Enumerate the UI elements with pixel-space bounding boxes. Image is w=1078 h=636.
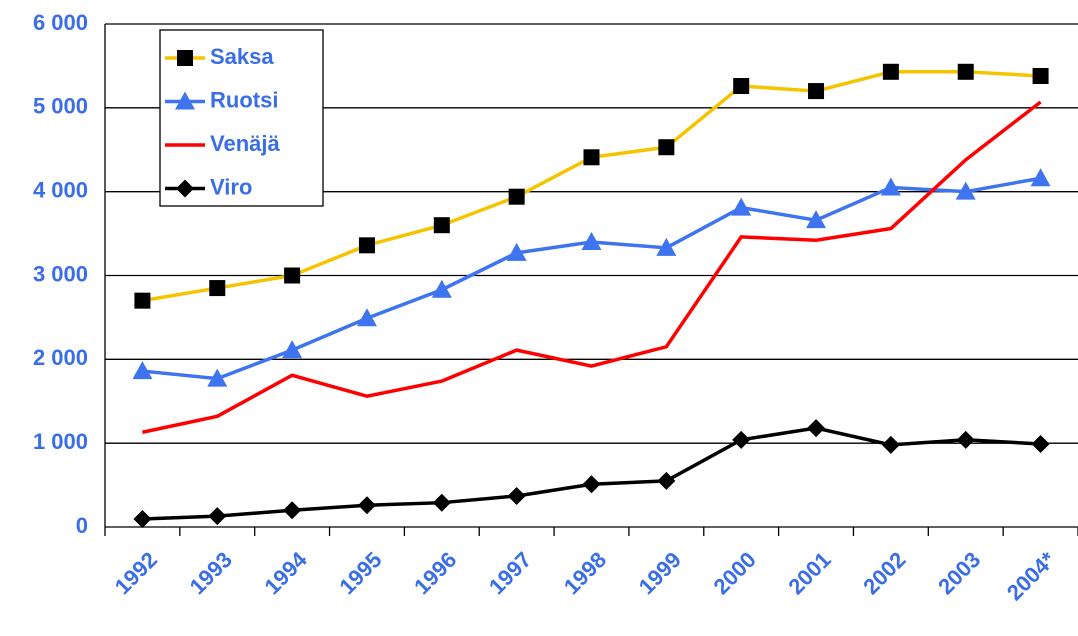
marker [177,50,193,66]
x-tick-label: 1996 [409,547,461,599]
marker [658,139,675,156]
x-tick-label: 1999 [634,547,686,599]
marker [955,181,976,200]
marker [133,510,152,529]
y-tick-label: 2 000 [33,345,88,370]
marker [808,83,825,100]
x-tick-label: 2003 [933,547,985,599]
marker [506,242,527,261]
marker [583,149,600,166]
x-tick-label: 1995 [334,547,386,599]
marker [731,197,752,216]
x-tick-label: 2001 [783,547,835,599]
marker [283,501,302,520]
marker [1032,67,1049,84]
x-tick-label: 1997 [484,547,536,599]
series-line [142,426,1041,521]
marker [207,368,228,387]
y-tick-label: 1 000 [33,429,88,454]
marker [507,486,526,505]
x-tick-label: 1993 [185,547,237,599]
marker [176,179,194,198]
marker [358,237,375,254]
x-tick-label: 1998 [559,547,611,599]
marker [433,217,450,234]
marker [356,308,377,327]
marker [175,91,195,110]
marker [881,435,900,454]
marker [582,475,601,494]
marker [1030,168,1051,187]
marker [806,210,827,229]
marker [957,63,974,80]
x-tick-label: 1992 [110,547,162,599]
marker [132,361,153,380]
marker [732,430,751,449]
marker [880,177,901,196]
x-tick-label: 1994 [259,546,312,599]
y-tick-label: 3 000 [33,261,88,286]
marker [432,493,451,512]
marker [656,237,677,256]
marker [357,496,376,515]
marker [733,78,750,95]
legend-label: Ruotsi [210,87,278,112]
marker [282,340,303,359]
marker [208,507,227,526]
x-tick-label: 2004* [1002,547,1061,606]
x-tick-label: 2002 [858,547,910,599]
marker [134,292,151,309]
marker [508,188,525,205]
y-tick-label: 0 [76,513,88,538]
marker [1031,435,1050,454]
y-tick-label: 4 000 [33,177,88,202]
legend-label: Saksa [210,44,274,69]
marker [657,471,676,490]
marker [284,267,301,284]
legend-label: Viro [210,174,252,199]
marker [956,430,975,449]
x-tick-label: 2000 [709,547,761,599]
marker [431,279,452,298]
y-tick-label: 6 000 [33,10,88,35]
y-tick-label: 5 000 [33,94,88,119]
legend-label: Venäjä [210,131,280,156]
marker [209,280,226,297]
series-line [142,100,1042,434]
marker [882,63,899,80]
marker [807,419,826,438]
marker [581,231,602,250]
